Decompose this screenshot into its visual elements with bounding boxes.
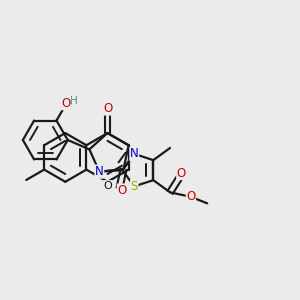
Text: S: S (130, 180, 138, 193)
Text: N: N (130, 147, 139, 161)
Text: O: O (177, 167, 186, 179)
Text: O: O (103, 102, 113, 115)
Text: N: N (95, 165, 104, 178)
Text: O: O (186, 190, 196, 203)
Text: O: O (117, 184, 127, 197)
Text: H: H (70, 96, 77, 106)
Text: O: O (61, 97, 70, 110)
Text: O: O (103, 181, 112, 191)
